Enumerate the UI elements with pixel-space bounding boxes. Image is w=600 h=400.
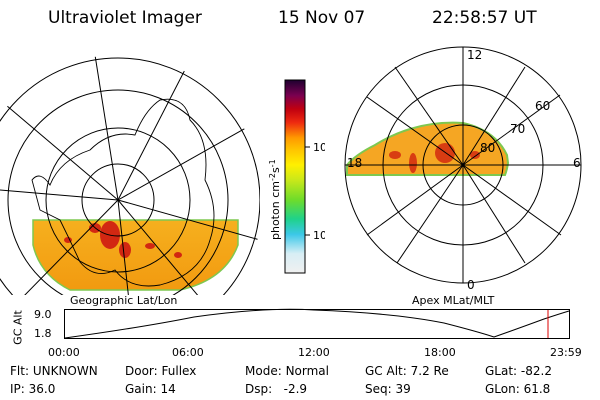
time-tick-2359: 23:59 [550,346,582,359]
time-tick-1800: 18:00 [424,346,456,359]
mlt-label-0: 0 [467,278,475,292]
status-dsp: Dsp: -2.9 [245,382,308,396]
status-gc-alt: GC Alt: 7.2 Re [365,364,449,378]
status-seq: Seq: 39 [365,382,411,396]
status-glon: GLon: 61.8 [485,382,551,396]
altitude-ytick-low: 1.8 [34,327,52,340]
status-ip: IP: 36.0 [10,382,56,396]
mlt-label-18: 18 [347,156,362,170]
oval-hotspots [389,143,480,173]
coastline [31,98,215,287]
colorbar-tick-100: 100 [313,141,325,154]
geographic-map [0,55,260,295]
geographic-map-label: Geographic Lat/Lon [70,294,178,307]
apex-plot-label: Apex MLat/MLT [412,294,495,307]
time-label: 22:58:57 UT [432,8,537,28]
colorbar: 100 10 photon cm-2s-1 [268,79,325,274]
colorbar-gradient [284,79,306,274]
altitude-ytick-high: 9.0 [34,308,52,321]
status-door: Door: Fullex [125,364,197,378]
latitude-circles [0,57,260,295]
altitude-plot-frame [64,309,570,339]
aurora-emission-region [32,219,239,291]
instrument-title: Ultraviolet Imager [48,8,202,28]
mlat-label-60: 60 [535,99,550,113]
status-mode: Mode: Normal [245,364,329,378]
meridian-lines [0,55,260,295]
altitude-curve [64,308,570,339]
date-label: 15 Nov 07 [278,8,366,28]
time-tick-1200: 12:00 [298,346,330,359]
apex-polar-plot: 12 6 0 18 60 70 80 [344,46,582,292]
mlt-lines [345,47,581,283]
status-gain: Gain: 14 [125,382,176,396]
status-flt: Flt: UNKNOWN [10,364,98,378]
mlt-label-12: 12 [467,48,482,62]
time-tick-0000: 00:00 [48,346,80,359]
time-tick-0600: 06:00 [172,346,204,359]
colorbar-tick-10: 10 [313,229,325,242]
altitude-plot [64,308,570,339]
altitude-ylabel: GC Alt [11,310,25,345]
mlt-label-6: 6 [573,156,581,170]
mlat-label-70: 70 [510,122,525,136]
colorbar-unit-label: photon cm-2s-1 [268,159,283,240]
mlat-label-80: 80 [480,141,495,155]
status-glat: GLat: -82.2 [485,364,552,378]
